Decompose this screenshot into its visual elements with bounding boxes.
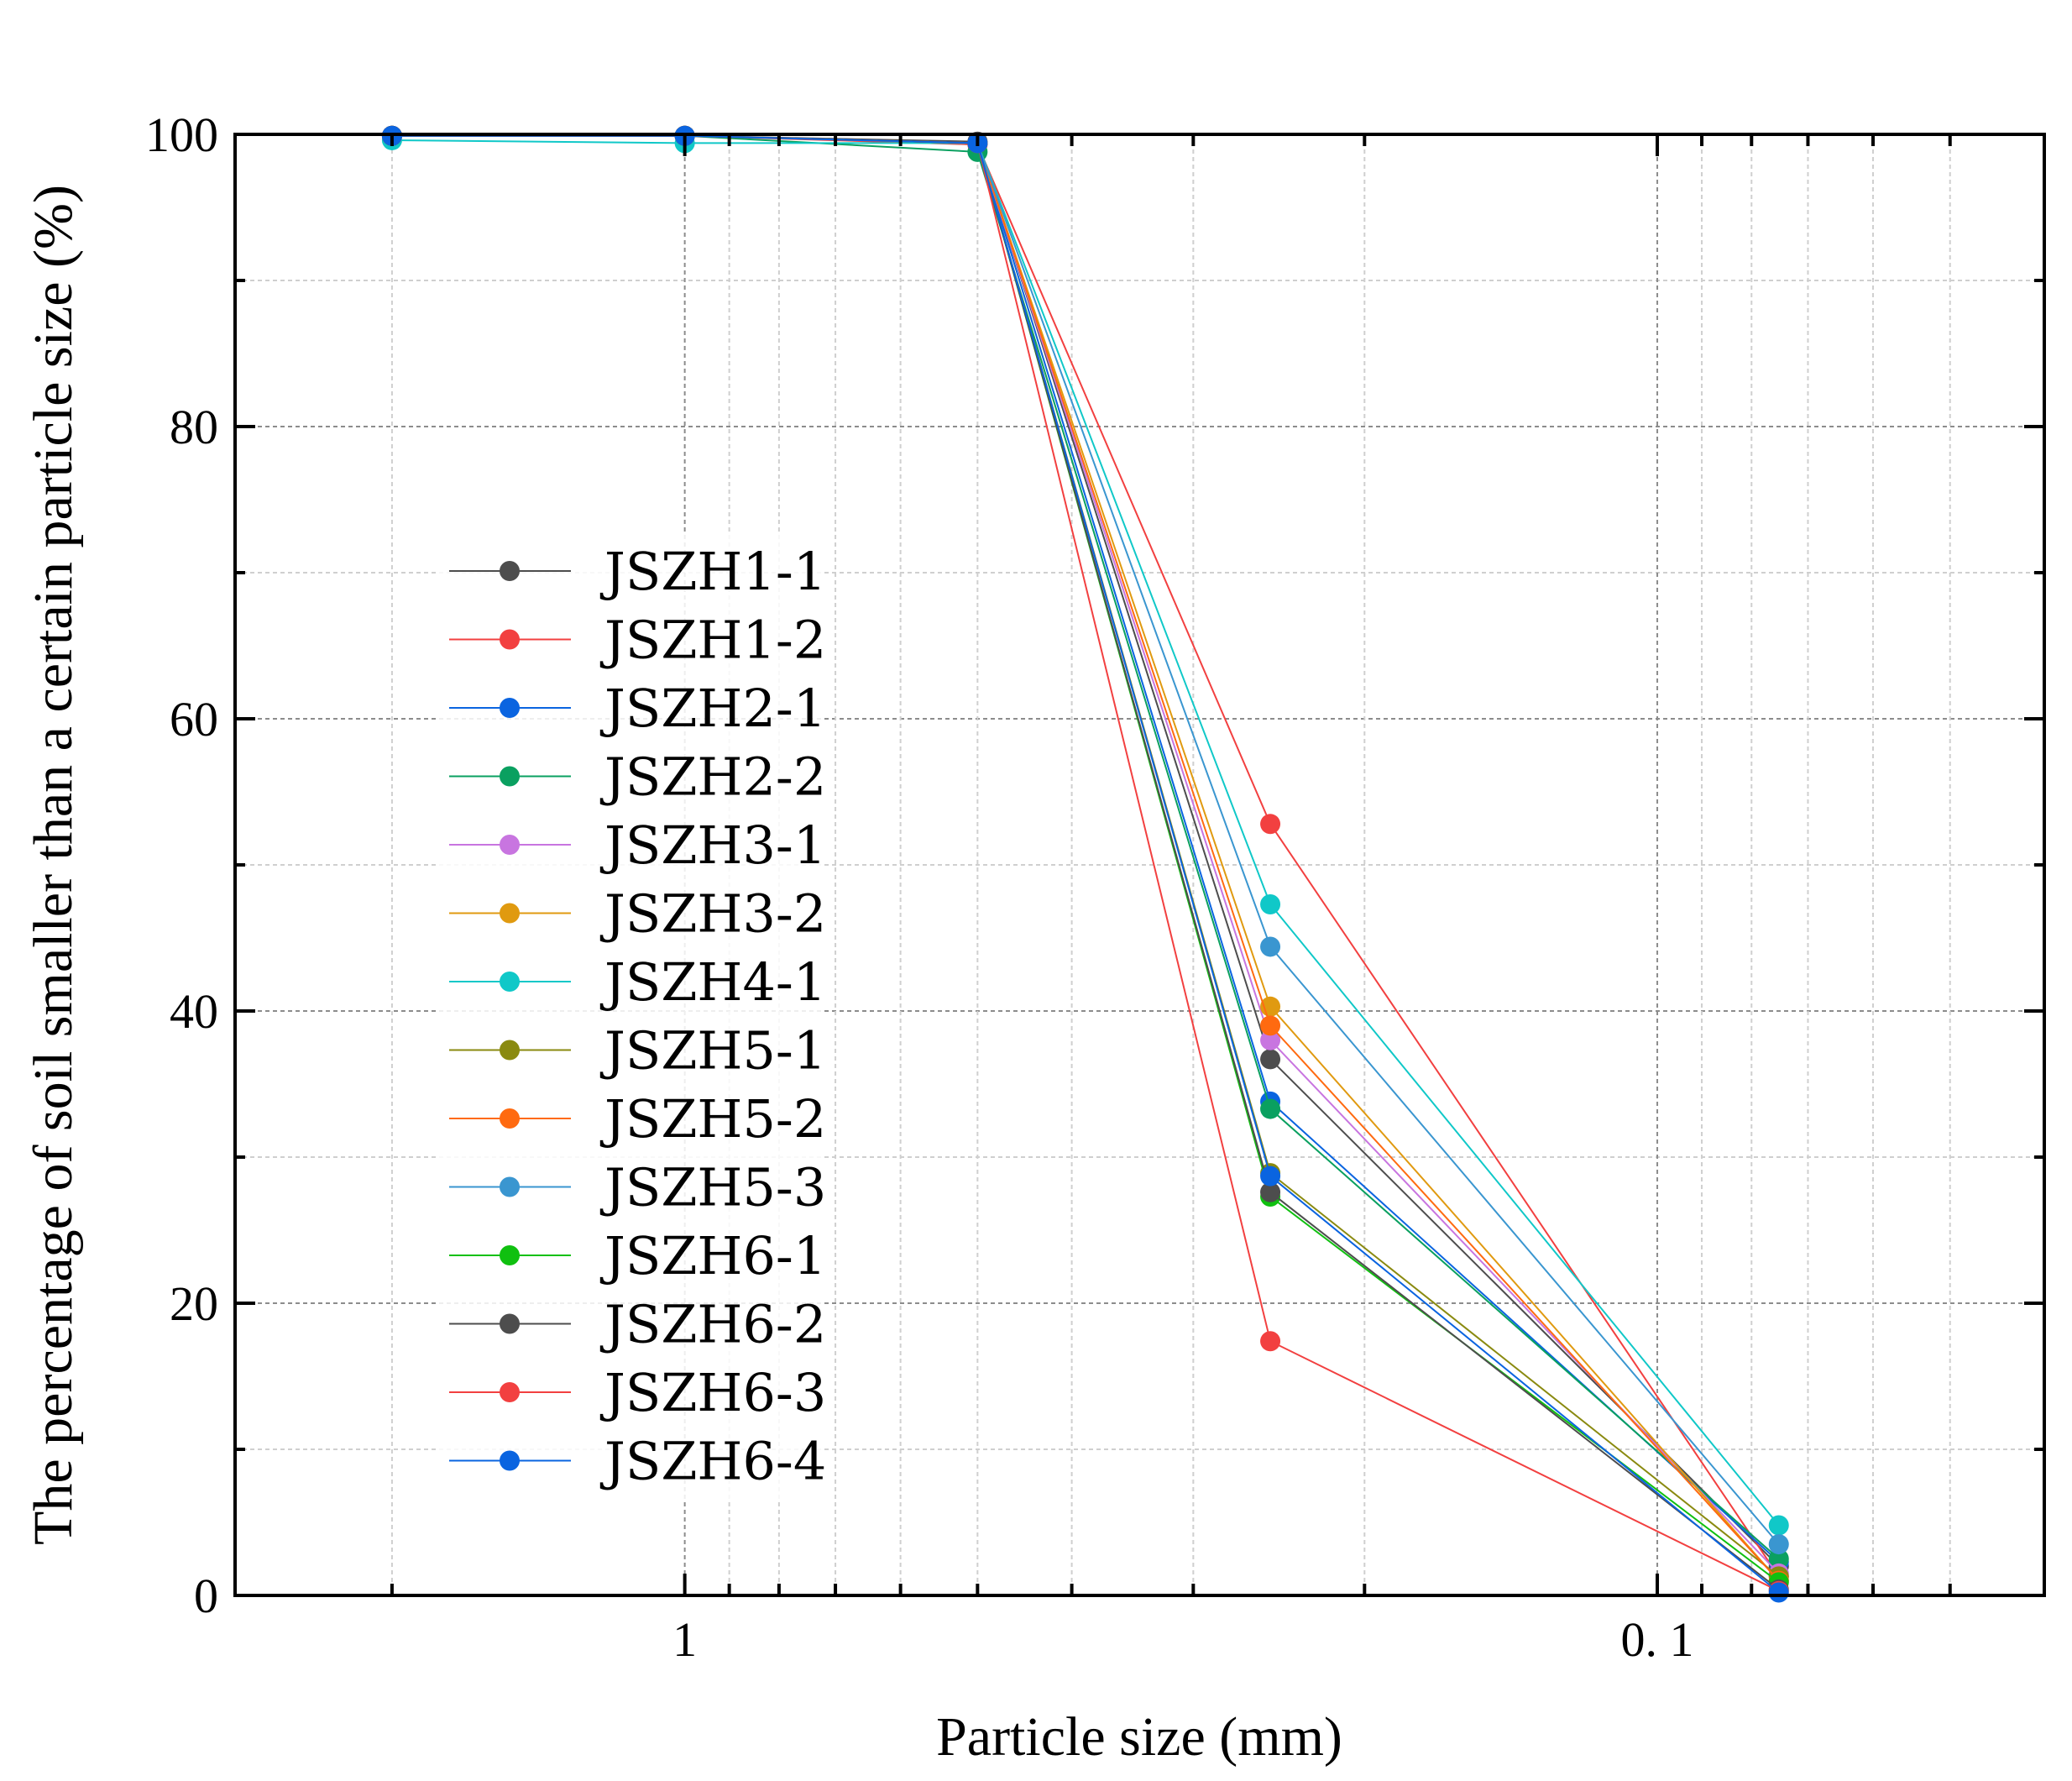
legend-entry: JSZH6-4 <box>449 1431 826 1492</box>
y-tick-label: 0 <box>194 1569 218 1623</box>
data-point <box>1768 1582 1789 1603</box>
data-point <box>1260 893 1281 914</box>
data-point <box>1260 1181 1281 1202</box>
legend-marker <box>500 698 520 718</box>
x-tick-label: 1 <box>672 1612 697 1667</box>
legend-label: JSZH3-1 <box>599 815 826 876</box>
legend-label: JSZH3-2 <box>599 883 826 945</box>
legend-marker <box>500 1176 520 1197</box>
legend-marker <box>500 766 520 787</box>
legend-entry: JSZH5-2 <box>449 1088 826 1150</box>
legend-entry: JSZH4-1 <box>449 951 826 1013</box>
legend-background <box>437 533 823 1499</box>
legend-entry: JSZH6-3 <box>449 1362 826 1423</box>
legend-label: JSZH5-1 <box>599 1020 826 1082</box>
axis-label-layer: Particle size (mm) The percentage of soi… <box>23 185 1342 1768</box>
legend-marker <box>500 903 520 924</box>
legend-entry: JSZH3-2 <box>449 883 826 945</box>
legend-label: JSZH6-3 <box>599 1362 826 1423</box>
data-point <box>1260 1098 1281 1119</box>
legend-label: JSZH2-2 <box>599 746 826 808</box>
legend-entry: JSZH3-1 <box>449 815 826 876</box>
y-tick-label: 60 <box>170 692 218 746</box>
data-point <box>1260 1049 1281 1070</box>
data-point <box>1260 814 1281 835</box>
legend-label: JSZH6-4 <box>599 1431 826 1492</box>
legend-marker <box>500 835 520 855</box>
legend-label: JSZH6-2 <box>599 1294 826 1355</box>
legend-label: JSZH1-1 <box>599 541 826 602</box>
data-point <box>1260 936 1281 957</box>
legend-marker <box>500 1040 520 1061</box>
legend-marker <box>500 1313 520 1334</box>
legend-entry: JSZH2-1 <box>449 678 826 739</box>
legend-marker <box>500 1245 520 1265</box>
y-tick-label: 80 <box>170 400 218 454</box>
y-tick-label: 40 <box>170 984 218 1039</box>
legend-marker <box>500 972 520 992</box>
x-axis-title: Particle size (mm) <box>936 1706 1342 1768</box>
legend-entry: JSZH6-1 <box>449 1225 826 1286</box>
tick-layer: 0 20 40 60 80 100 1 0. 1 <box>145 107 2044 1667</box>
y-tick-label: 100 <box>145 107 218 162</box>
legend-entry: JSZH1-2 <box>449 610 826 671</box>
legend-entry: JSZH6-2 <box>449 1294 826 1355</box>
data-point <box>1768 1534 1789 1555</box>
legend: JSZH1-1 JSZH1-2 JSZH2-1 JSZH2-2 JSZH3-1 JSZH3… <box>437 533 826 1499</box>
data-point <box>1768 1515 1789 1536</box>
legend-entry: JSZH5-1 <box>449 1020 826 1082</box>
y-axis-title: The percentage of soil smaller than a ce… <box>23 185 84 1545</box>
legend-label: JSZH1-2 <box>599 610 826 671</box>
data-point <box>1260 1166 1281 1186</box>
legend-label: JSZH5-3 <box>599 1157 826 1218</box>
legend-entry: JSZH1-1 <box>449 541 826 602</box>
legend-label: JSZH4-1 <box>599 951 826 1013</box>
x-tick-label: 0. 1 <box>1621 1612 1694 1667</box>
data-point <box>1768 1548 1789 1569</box>
legend-label: JSZH2-1 <box>599 678 826 739</box>
data-point <box>1260 1331 1281 1352</box>
legend-marker <box>500 629 520 650</box>
y-tick-label: 20 <box>170 1276 218 1331</box>
legend-marker <box>500 561 520 581</box>
legend-marker <box>500 1108 520 1129</box>
legend-marker <box>500 1450 520 1471</box>
legend-label: JSZH5-2 <box>599 1088 826 1150</box>
data-point <box>1260 1015 1281 1036</box>
legend-marker <box>500 1382 520 1402</box>
legend-label: JSZH6-1 <box>599 1225 826 1286</box>
legend-entry: JSZH2-2 <box>449 746 826 808</box>
data-point <box>1260 1029 1281 1050</box>
legend-entry: JSZH5-3 <box>449 1157 826 1218</box>
